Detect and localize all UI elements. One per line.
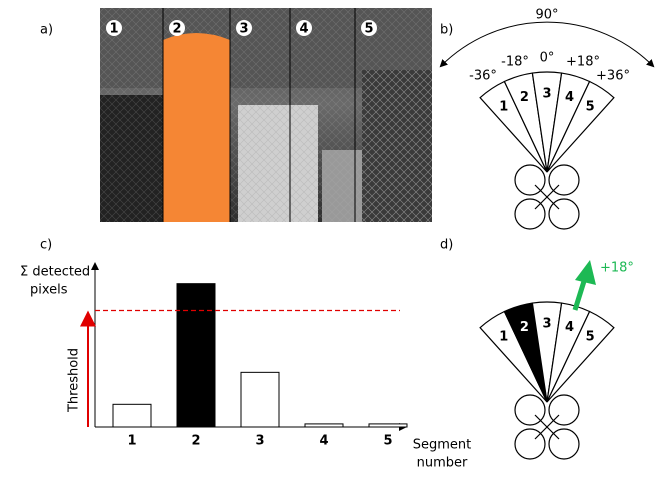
angle-label: -36° [469,69,497,84]
segment-number: 5 [586,100,595,115]
panel-label: a) [40,23,53,38]
y-label: pixels [30,283,68,298]
segment-number: 1 [499,100,508,115]
direction-arrowhead [575,260,596,285]
segment-number: 2 [520,320,529,335]
page: a) b) 90° c) Σ detected pixels Segment n… [0,0,656,478]
panel-label: b) [440,23,453,38]
segment-number: 2 [172,22,181,37]
panel-label: d) [440,238,453,253]
bar [369,424,407,427]
angle-label: 0° [540,51,555,66]
bar [177,284,215,427]
y-label: Σ detected [20,265,90,280]
segment-number: 2 [520,90,529,105]
segment-number: 4 [565,90,574,105]
segment-number: 4 [565,320,574,335]
x-tick-label: 3 [255,434,264,449]
panel-label: c) [40,238,52,253]
arrow-label: +18° [600,261,634,276]
figure: a) b) 90° c) Σ detected pixels Segment n… [0,0,656,474]
angle-label: -18° [501,55,529,70]
x-tick-label: 5 [383,434,392,449]
segment-number: 5 [586,330,595,345]
segment-number: 1 [109,22,118,37]
threshold-arrowhead [80,310,96,326]
x-label: Segment [413,438,472,453]
angle-label: +36° [596,69,630,84]
segment-number: 1 [499,330,508,345]
segment-number: 4 [299,22,308,37]
segment-number: 5 [364,22,373,37]
span-label: 90° [535,8,558,23]
x-tick-label: 1 [127,434,136,449]
bar [113,404,151,427]
segment-number: 3 [542,87,551,102]
threshold-label: Threshold [67,348,82,413]
bar [241,372,279,427]
angle-label: +18° [566,55,600,70]
segment-number: 3 [542,317,551,332]
bar [305,424,343,427]
x-tick-label: 4 [319,434,328,449]
direction-arrow [575,278,585,310]
segment-number: 3 [239,22,248,37]
camera-image [100,8,432,222]
x-label: number [417,456,468,471]
x-tick-label: 2 [191,434,200,449]
